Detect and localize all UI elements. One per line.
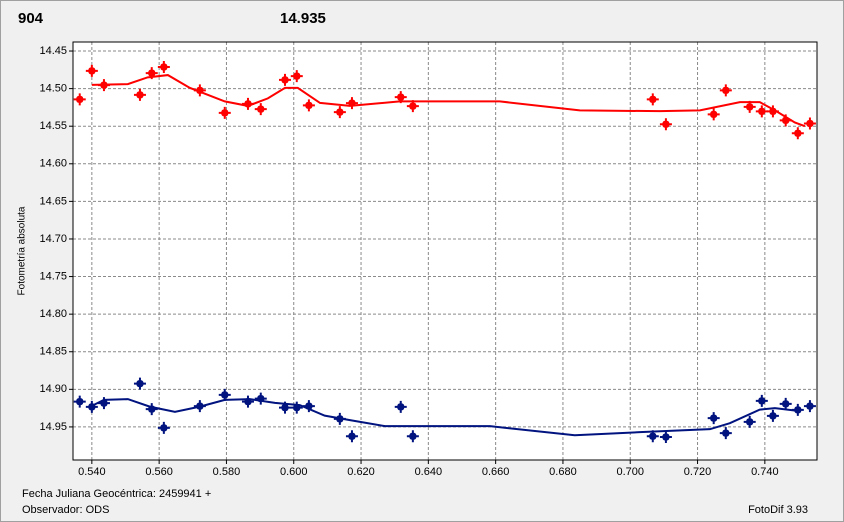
data-point	[803, 117, 816, 130]
data-point	[157, 61, 170, 74]
data-point	[133, 377, 146, 390]
data-point	[394, 91, 407, 104]
data-point	[302, 99, 315, 112]
software: FotoDif 3.93	[748, 504, 808, 516]
data-point	[791, 127, 804, 140]
data-point	[145, 67, 158, 80]
data-point	[97, 79, 110, 92]
data-point	[193, 400, 206, 413]
data-point	[719, 427, 732, 440]
data-point	[145, 403, 158, 416]
y-tick-label: 14.65	[39, 195, 67, 207]
data-point	[719, 84, 732, 97]
legend-label: 904	[18, 10, 44, 27]
y-axis-label: Fotometría absoluta	[17, 206, 28, 295]
legend-label: 14.935	[280, 10, 326, 27]
plot-area	[73, 42, 817, 460]
data-point	[333, 412, 346, 425]
data-point	[707, 412, 720, 425]
x-tick-label: 0.580	[213, 466, 241, 478]
data-point	[766, 105, 779, 118]
data-point	[73, 395, 86, 408]
data-point	[779, 114, 792, 127]
data-point	[394, 400, 407, 413]
data-point	[803, 400, 816, 413]
x-tick-label: 0.620	[347, 466, 375, 478]
data-point	[85, 64, 98, 77]
data-point	[333, 106, 346, 119]
data-point	[646, 430, 659, 443]
x-tick-label: 0.740	[751, 466, 779, 478]
y-tick-label: 14.45	[39, 45, 67, 57]
data-point	[406, 430, 419, 443]
data-point	[278, 73, 291, 86]
x-tick-label: 0.560	[145, 466, 173, 478]
data-point	[779, 397, 792, 410]
data-point	[97, 397, 110, 410]
x-tick-label: 0.660	[482, 466, 510, 478]
data-point	[743, 100, 756, 113]
y-tick-label: 14.50	[39, 83, 67, 95]
x-tick-label: 0.680	[549, 466, 577, 478]
x-tick-label: 0.700	[616, 466, 644, 478]
y-tick-label: 14.60	[39, 158, 67, 170]
data-point	[302, 400, 315, 413]
y-tick-label: 14.80	[39, 308, 67, 320]
data-point	[290, 401, 303, 414]
data-point	[345, 97, 358, 110]
data-point	[290, 70, 303, 83]
x-axis-label: Fecha Juliana Geocéntrica: 2459941 +	[22, 488, 211, 500]
data-point	[755, 394, 768, 407]
data-point	[707, 108, 720, 121]
y-tick-label: 14.55	[39, 120, 67, 132]
data-point	[85, 400, 98, 413]
x-tick-label: 0.600	[280, 466, 308, 478]
data-point	[659, 430, 672, 443]
data-point	[278, 401, 291, 414]
data-point	[646, 93, 659, 106]
observer: Observador: ODS	[22, 504, 109, 516]
data-point	[766, 409, 779, 422]
x-tick-label: 0.640	[415, 466, 443, 478]
x-tick-label: 0.720	[684, 466, 712, 478]
y-tick-label: 14.90	[39, 383, 67, 395]
data-point	[133, 88, 146, 101]
y-tick-label: 14.85	[39, 346, 67, 358]
data-point	[659, 118, 672, 131]
data-point	[743, 415, 756, 428]
data-point	[241, 395, 254, 408]
data-point	[218, 106, 231, 119]
y-tick-label: 14.75	[39, 270, 67, 282]
data-point	[755, 105, 768, 118]
x-tick-label: 0.540	[78, 466, 106, 478]
data-point	[218, 388, 231, 401]
data-point	[345, 430, 358, 443]
data-point	[406, 100, 419, 113]
data-point	[73, 93, 86, 106]
data-point	[254, 392, 267, 405]
data-point	[157, 421, 170, 434]
data-point	[193, 84, 206, 97]
fit-line	[91, 398, 800, 437]
y-tick-label: 14.95	[39, 421, 67, 433]
y-tick-label: 14.70	[39, 233, 67, 245]
data-point	[241, 97, 254, 110]
data-point	[254, 103, 267, 116]
data-point	[791, 403, 804, 416]
plot-border	[72, 41, 818, 461]
